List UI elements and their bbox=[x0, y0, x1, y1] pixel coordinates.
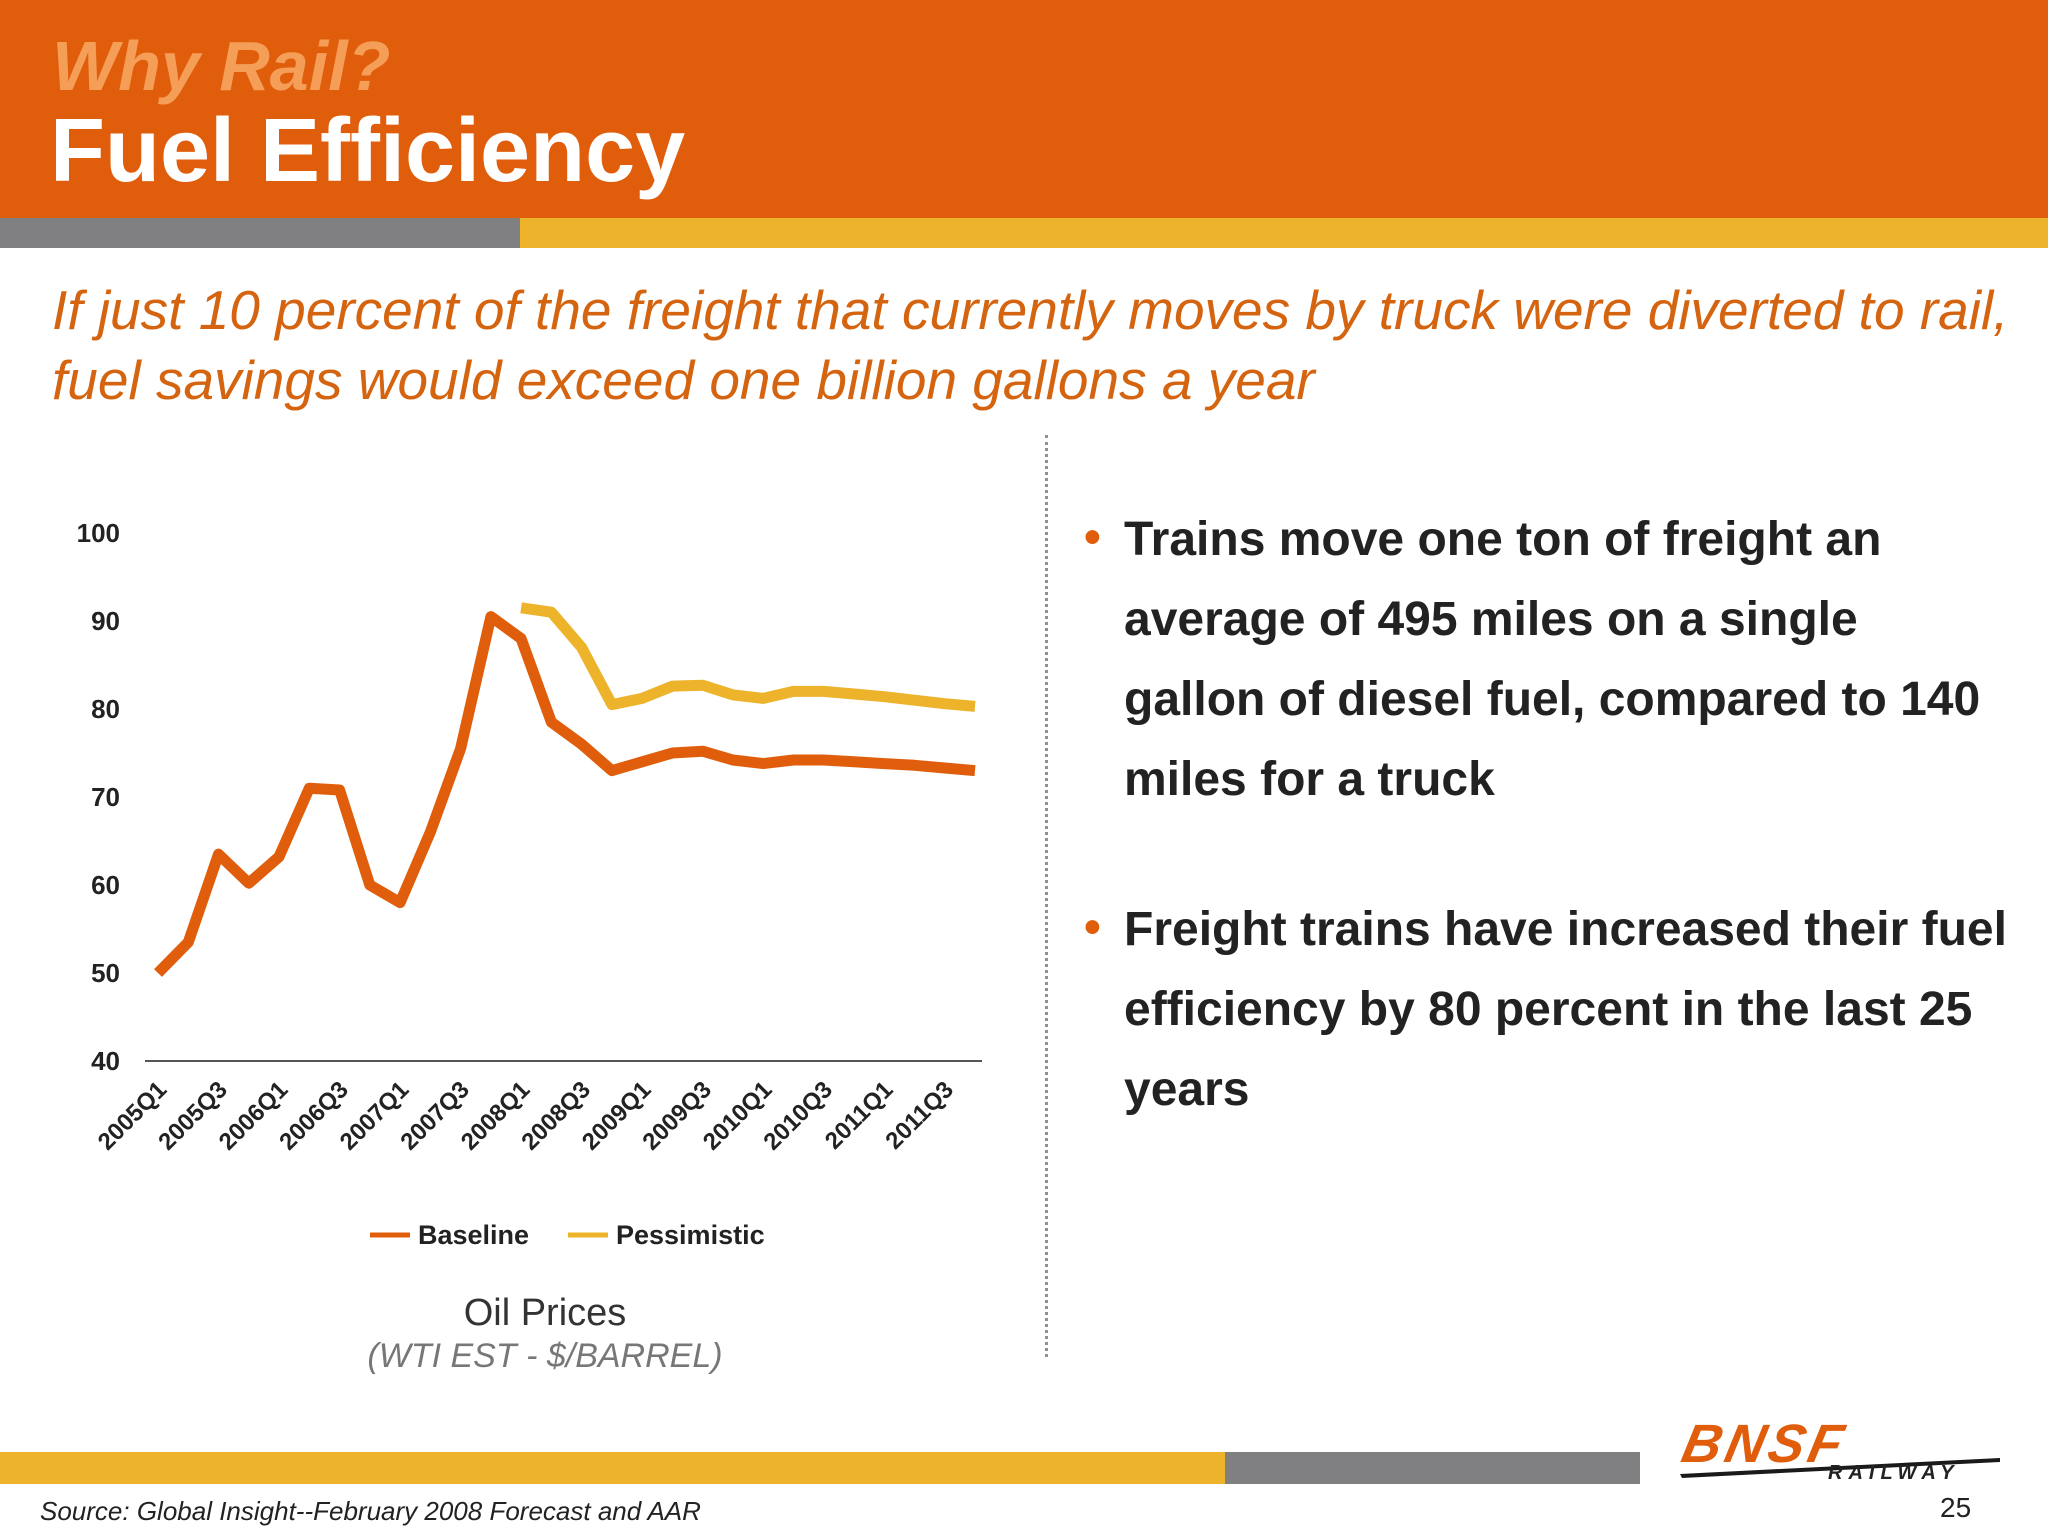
logo-wordmark: BNSF bbox=[1677, 1414, 1853, 1474]
legend-label: Pessimistic bbox=[616, 1220, 765, 1250]
oil-price-chart: 4050607080901002005Q12005Q32006Q12006Q32… bbox=[77, 518, 982, 1250]
header-band-gray bbox=[0, 218, 520, 248]
slide-subtitle: If just 10 percent of the freight that c… bbox=[52, 279, 2009, 411]
column-divider bbox=[1045, 435, 1048, 1357]
x-tick-label: 2010Q3 bbox=[758, 1076, 837, 1155]
series-line-pessimistic bbox=[520, 602, 976, 712]
page-number: 25 bbox=[1940, 1492, 1972, 1523]
legend-label: Baseline bbox=[418, 1220, 529, 1250]
y-tick-label: 60 bbox=[91, 870, 120, 900]
logo-railway-text: RAILWAY bbox=[1828, 1462, 1960, 1484]
bullet-item: • Trains move one ton of freight an aver… bbox=[1080, 500, 2010, 820]
bullet-item: • Freight trains have increased their fu… bbox=[1080, 890, 2010, 1130]
footer-band-gray bbox=[1225, 1452, 1640, 1484]
y-tick-label: 50 bbox=[91, 958, 120, 988]
y-tick-label: 80 bbox=[91, 694, 120, 724]
y-tick-label: 90 bbox=[91, 606, 120, 636]
bullet-text: Freight trains have increased their fuel… bbox=[1124, 903, 2007, 1116]
y-tick-label: 100 bbox=[77, 518, 120, 548]
series-line-baseline bbox=[154, 611, 976, 977]
slide-title: Fuel Efficiency bbox=[50, 101, 686, 201]
header-band-gold bbox=[520, 218, 2048, 248]
slide-kicker: Why Rail? bbox=[52, 27, 391, 105]
chart-subtitle: (WTI EST - $/BARREL) bbox=[367, 1337, 723, 1375]
header-bar: Why Rail? Fuel Efficiency bbox=[0, 0, 2048, 218]
bnsf-logo: BNSF bbox=[1677, 1414, 2000, 1478]
footer-band-gold bbox=[0, 1452, 1225, 1484]
bullet-dot-icon: • bbox=[1084, 511, 1101, 564]
chart-title: Oil Prices bbox=[463, 1292, 627, 1334]
y-tick-label: 70 bbox=[91, 782, 120, 812]
x-tick-label: 2011Q3 bbox=[880, 1076, 959, 1155]
bullet-text: Trains move one ton of freight an averag… bbox=[1124, 513, 1981, 806]
bullet-list: • Trains move one ton of freight an aver… bbox=[1080, 500, 2010, 1130]
bullet-dot-icon: • bbox=[1084, 901, 1101, 954]
source-note: Source: Global Insight--February 2008 Fo… bbox=[40, 1496, 701, 1526]
y-tick-label: 40 bbox=[91, 1046, 120, 1076]
